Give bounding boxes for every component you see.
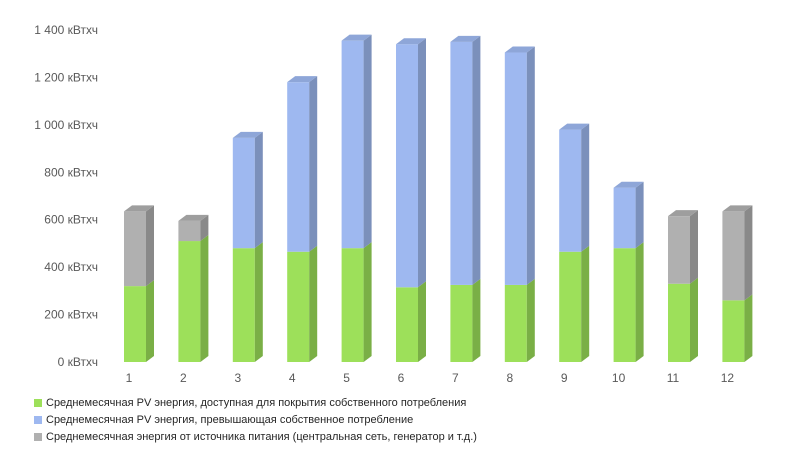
y-tick-label: 1 400 кВтхч <box>34 23 98 37</box>
bar-segment <box>124 280 154 362</box>
x-tick-label: 3 <box>234 371 241 385</box>
x-tick-label: 7 <box>452 371 459 385</box>
x-tick-label: 8 <box>506 371 513 385</box>
x-tick-label: 9 <box>561 371 568 385</box>
bar-segment <box>396 281 426 362</box>
x-tick-label: 10 <box>612 371 626 385</box>
legend-item-self-consumption: Среднемесячная PV энергия, доступная для… <box>34 394 477 411</box>
bar-segment <box>613 242 644 362</box>
y-tick-label: 200 кВтхч <box>44 308 98 322</box>
bar-segment <box>450 35 481 285</box>
x-tick-label: 11 <box>667 371 680 385</box>
y-tick-label: 600 кВтхч <box>44 213 98 227</box>
y-tick-label: 1 000 кВтхч <box>34 118 98 132</box>
bar-segment <box>287 245 318 362</box>
x-tick-label: 1 <box>126 371 133 385</box>
bar-segment <box>232 242 263 362</box>
bar-segment <box>668 277 698 362</box>
legend-item-excess-pv: Среднемесячная PV энергия, превышающая с… <box>34 411 477 428</box>
legend-swatch-gray <box>34 432 42 441</box>
bar-segment <box>341 34 372 249</box>
bar-segment <box>450 278 481 362</box>
bar-segment <box>559 245 590 362</box>
legend-swatch-green <box>34 398 42 407</box>
x-tick-label: 4 <box>289 371 296 385</box>
y-tick-label: 800 кВтхч <box>44 165 98 179</box>
x-tick-label: 12 <box>721 371 735 385</box>
bar-segment <box>396 38 426 288</box>
legend-swatch-blue <box>34 415 42 424</box>
bar-segment <box>504 46 535 285</box>
x-tick-label: 6 <box>398 371 405 385</box>
y-tick-label: 400 кВтхч <box>44 260 98 274</box>
y-tick-label: 0 кВтхч <box>58 355 98 369</box>
y-tick-label: 1 200 кВтхч <box>34 70 98 84</box>
chart-legend: Среднемесячная PV энергия, доступная для… <box>34 394 477 445</box>
bar-segment <box>124 205 154 287</box>
bar-segment <box>232 131 263 249</box>
bar-segment <box>504 278 535 362</box>
bar-segment <box>613 181 644 249</box>
bar-segment <box>341 242 372 362</box>
legend-label: Среднемесячная энергия от источника пита… <box>46 430 477 443</box>
bar-segment <box>722 205 753 301</box>
bar-segment <box>722 294 753 362</box>
legend-label: Среднемесячная PV энергия, доступная для… <box>46 396 467 409</box>
bar-segment <box>178 235 209 362</box>
stacked-bar-chart: 0 кВтхч 200 кВтхч 400 кВтхч 600 кВтхч 800 кВ… <box>34 23 753 385</box>
bar-segment <box>668 210 698 284</box>
bar-segment <box>287 76 318 252</box>
bar-segment <box>559 123 590 252</box>
legend-label: Среднемесячная PV энергия, превышающая с… <box>46 413 414 426</box>
legend-item-grid-energy: Среднемесячная энергия от источника пита… <box>34 428 477 445</box>
x-tick-label: 5 <box>343 371 350 385</box>
bar-segment <box>178 214 209 242</box>
x-tick-label: 2 <box>180 371 187 385</box>
